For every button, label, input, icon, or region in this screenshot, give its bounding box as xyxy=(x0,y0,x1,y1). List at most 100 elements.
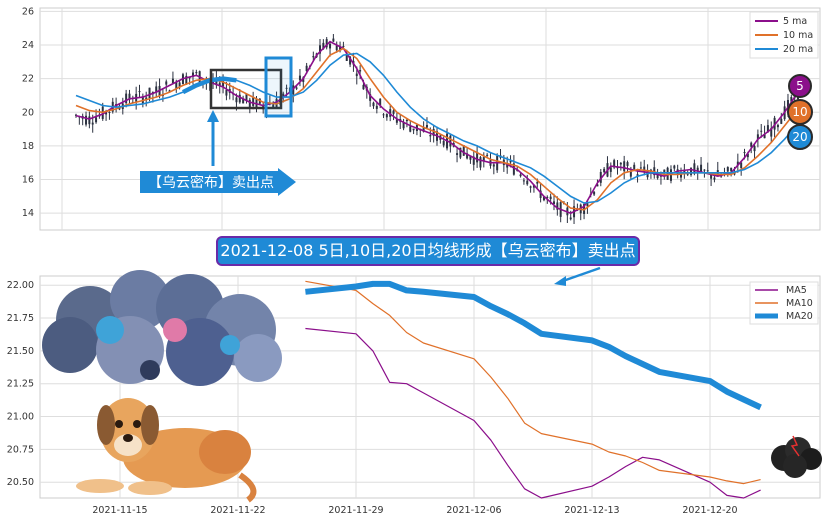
candle-body xyxy=(165,81,168,85)
candle-body xyxy=(88,116,91,125)
candle-body xyxy=(285,87,288,89)
candle-body xyxy=(175,82,178,89)
top-chart: 14 16 18 20 22 24 26 5 ma 10 ma 20 ma xyxy=(22,6,821,231)
candle-body xyxy=(746,153,749,158)
candle-body xyxy=(683,169,686,175)
candle-body xyxy=(329,43,332,49)
candle-body xyxy=(349,56,352,65)
candle-body xyxy=(335,45,338,51)
candle-body xyxy=(486,154,489,156)
candle-body xyxy=(85,115,88,125)
candle-body xyxy=(686,173,689,175)
candle-body xyxy=(442,140,445,146)
candle-body xyxy=(188,77,191,79)
candle-body xyxy=(405,119,408,122)
candle-body xyxy=(322,42,325,50)
candle-body xyxy=(245,93,248,101)
candle-body xyxy=(222,79,225,87)
top-y-tick-label: 18 xyxy=(22,141,34,152)
candle-body xyxy=(345,53,348,61)
candle-body xyxy=(556,202,559,210)
candle-body xyxy=(512,163,515,175)
candle-body xyxy=(529,186,532,188)
candle-body xyxy=(690,167,693,175)
up-arrow xyxy=(207,110,219,166)
top-y-tick-label: 26 xyxy=(22,6,34,17)
legend-10ma: 10 ma xyxy=(783,30,813,41)
candle-body xyxy=(569,217,572,220)
bottom-y-tick-label: 21.50 xyxy=(7,346,34,357)
candle-body xyxy=(449,135,452,147)
candle-body xyxy=(596,184,599,187)
candle-body xyxy=(295,87,298,89)
candle-body xyxy=(509,161,512,163)
candle-body xyxy=(298,75,301,81)
candle-body xyxy=(305,65,308,72)
legend-20ma: 20 ma xyxy=(783,44,813,55)
candle-body xyxy=(118,108,121,110)
bottom-y-tick-label: 21.25 xyxy=(7,379,34,390)
candle-body xyxy=(609,167,612,172)
candle-body xyxy=(623,161,626,172)
candle-body xyxy=(639,167,642,169)
candle-body xyxy=(319,45,322,54)
candle-body xyxy=(776,124,779,128)
candle-body xyxy=(432,128,435,136)
top-y-tick-label: 24 xyxy=(22,40,34,51)
candle-body xyxy=(339,46,342,51)
candle-body xyxy=(242,98,245,104)
candle-body xyxy=(626,162,629,166)
sell-point-annotation: 【乌云密布】卖出点 xyxy=(140,168,296,196)
candle-body xyxy=(536,181,539,184)
bottom-x-ticks: 2021-11-15 2021-11-22 2021-11-29 2021-12-06… xyxy=(92,505,737,516)
candle-body xyxy=(155,86,158,93)
candle-body xyxy=(282,93,285,98)
candle-body xyxy=(225,90,228,96)
candle-body xyxy=(138,91,141,93)
candle-body xyxy=(409,126,412,132)
signal-callout: 2021-12-08 5日,10日,20日均线形成【乌云密布】卖出点 xyxy=(216,236,640,266)
bottom-y-ticks: 20.50 20.75 21.00 21.25 21.50 21.75 22.00 xyxy=(7,280,34,488)
candle-body xyxy=(552,201,555,205)
candle-body xyxy=(526,180,529,185)
candle-body xyxy=(469,156,472,160)
bottom-x-tick-label: 2021-11-15 xyxy=(92,505,147,516)
top-y-tick-label: 16 xyxy=(22,175,34,186)
series-line-5-ma xyxy=(75,40,799,215)
legend-5ma: 5 ma xyxy=(783,16,807,27)
callout-pointer-arrow xyxy=(559,266,601,284)
candle-body xyxy=(740,162,743,169)
candle-body xyxy=(342,45,345,48)
candle-body xyxy=(91,122,94,125)
candle-body xyxy=(693,163,696,174)
candle-body xyxy=(506,163,509,168)
candle-body xyxy=(325,39,328,48)
candle-body xyxy=(75,114,77,116)
candle-body xyxy=(760,130,763,132)
badge-5: 5 xyxy=(788,74,812,98)
candle-body xyxy=(312,56,315,58)
candle-body xyxy=(549,196,552,200)
candle-body xyxy=(522,180,525,182)
bottom-x-tick-label: 2021-12-20 xyxy=(682,505,737,516)
series-line-MA20 xyxy=(305,280,762,411)
candle-body xyxy=(178,82,181,87)
top-y-ticks: 14 16 18 20 22 24 26 xyxy=(22,6,34,219)
candle-body xyxy=(128,93,131,100)
bottom-legend: MA5 MA10 MA20 xyxy=(749,281,819,325)
candle-body xyxy=(750,142,753,147)
candle-body xyxy=(372,102,375,107)
candle-body xyxy=(546,196,549,198)
candle-body xyxy=(726,167,729,172)
candle-body xyxy=(238,94,241,103)
candle-body xyxy=(780,118,783,124)
series-line-MA5 xyxy=(305,327,761,499)
candle-body xyxy=(385,114,388,118)
candle-body xyxy=(756,134,759,140)
candle-body xyxy=(482,157,485,161)
candle-body xyxy=(375,105,378,109)
legend-ma10: MA10 xyxy=(786,298,813,309)
candle-body xyxy=(643,166,646,172)
candle-body xyxy=(248,99,251,107)
